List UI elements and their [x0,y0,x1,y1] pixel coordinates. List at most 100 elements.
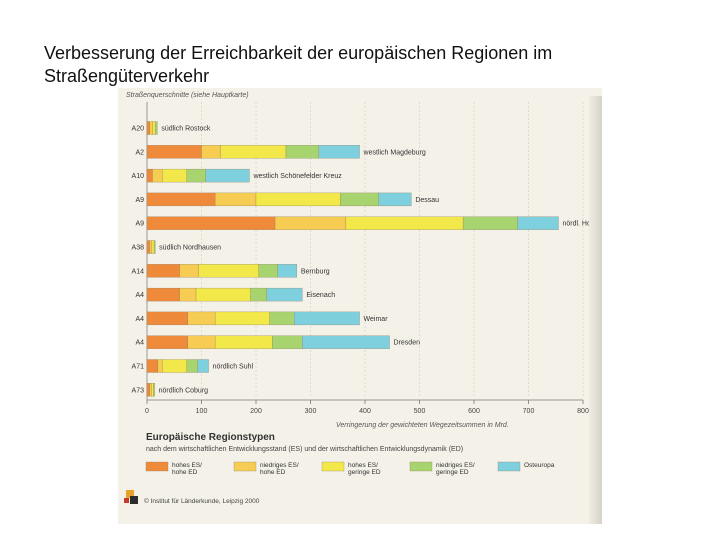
legend-swatch-4 [497,461,521,472]
x-tick-label-200: 200 [250,408,262,415]
x-tick-label-800: 800 [577,408,589,415]
bar-segment-7-2 [195,287,251,302]
bar-segment-2-2 [162,168,187,183]
legend-swatch-2 [321,461,345,472]
bar-segment-3-2 [255,192,341,207]
bar-segment-4-0 [146,216,276,230]
bar-segment-7-0 [146,287,180,302]
category-label-7: A4 [135,292,144,299]
legend: Europäische Regionstypen nach dem wirtsc… [145,432,555,476]
bar-segment-6-1 [179,264,199,278]
bar-end-label-1: westlich Magdeburg [363,149,426,156]
bar-segment-11-1 [149,383,152,397]
bar-end-label-5: südlich Nordhausen [159,245,221,252]
slide-title: Verbesserung der Erreichbarkeit der euro… [44,43,553,86]
bar-segment-9-3 [272,335,303,349]
bar-end-label-9: Dresden [394,340,421,347]
bar-segment-6-2 [198,264,259,278]
bar-segment-11-3 [153,383,155,397]
legend-label-4: Osteuropa [524,462,555,469]
x-tick-label-700: 700 [523,408,535,415]
bar-segment-0-1 [149,121,153,135]
category-label-4: A9 [135,221,144,228]
bar-end-labels: südlich Rostock westlich Magdeburg westlic… [159,126,593,395]
scanned-figure: Straßenquerschnitte (siehe Hauptkarte) A… [118,88,602,524]
bar-segment-4-1 [274,216,347,230]
stacked-bar-chart: Straßenquerschnitte (siehe Hauptkarte) A… [124,92,593,505]
bar-segment-0-0 [146,121,150,135]
bar-segment-6-3 [258,264,278,278]
bar-segment-10-4 [197,359,209,373]
bar-segment-9-2 [214,335,273,349]
x-tick-label-100: 100 [196,408,208,415]
bar-segment-1-0 [146,145,202,159]
x-axis-label: Verringerung der gewichteten Wegezeitsum… [336,422,509,429]
category-label-0: A20 [132,126,145,133]
x-tick-label-500: 500 [414,408,426,415]
bar-end-label-7: Eisenach [306,292,335,299]
bar-segment-8-0 [146,311,189,326]
logo-square-dark [130,496,138,504]
bar-segment-2-0 [146,168,153,183]
legend-items: hohes ES/hohe ED niedriges ES/hohe ED hohe… [145,461,555,476]
copyright-credit: © Institut für Länderkunde, Leipzig 2000 [144,497,260,505]
bar-segment-0-2 [152,121,156,135]
bar-end-label-0: südlich Rostock [161,126,211,133]
legend-subtitle: nach dem wirtschaftlichen Entwicklungsst… [146,446,463,453]
category-label-9: A4 [135,340,144,347]
bar-end-label-3: Dessau [415,197,439,204]
bar-end-label-11: nördlich Coburg [159,387,209,394]
bar-segment-1-3 [285,145,319,159]
x-tick-label-300: 300 [305,408,317,415]
bar-segment-10-2 [162,359,187,373]
bars [146,102,559,400]
bar-segment-1-4 [318,145,360,159]
bar-segment-7-4 [266,287,303,302]
category-label-10: A71 [132,364,145,371]
logo-square-orange [126,490,134,498]
x-axis: 0 100 200 300 400 500 600 700 800 [145,399,589,415]
category-label-6: A14 [132,268,145,275]
category-label-2: A10 [132,173,145,180]
bar-segment-7-3 [250,287,268,302]
bar-segment-8-4 [293,311,360,326]
category-label-3: A9 [135,197,144,204]
x-tick-label-600: 600 [468,408,480,415]
bar-segment-10-0 [146,359,159,373]
institute-logo [124,490,138,504]
chart-title: Straßenquerschnitte (siehe Hauptkarte) [126,92,249,99]
legend-title: Europäische Regionstypen [146,432,275,443]
bar-segment-9-0 [146,335,189,349]
legend-swatch-3 [409,461,433,472]
category-label-8: A4 [135,316,144,323]
bar-segment-8-3 [269,311,295,326]
category-label-5: A38 [132,245,145,252]
bar-end-label-4: nördl. Hof [562,221,592,228]
bar-segment-3-3 [340,192,379,207]
category-labels: A20 A2 A10 A9 A9 A38 A14 A4 A4 A4 A71 A73 [132,126,145,395]
bar-end-label-10: nördlich Suhl [213,364,254,371]
bar-segment-10-1 [157,359,163,373]
bar-end-label-8: Weimar [364,316,389,323]
bar-segment-4-3 [462,216,518,230]
bar-segment-3-0 [146,192,216,207]
bar-segment-1-2 [220,145,287,159]
bar-segment-8-1 [187,311,216,326]
bar-segment-2-3 [186,168,207,183]
bar-end-label-6: Bernburg [301,268,330,275]
scan-page-edge [589,96,602,524]
category-label-1: A2 [135,149,144,156]
bar-segment-11-0 [146,383,150,397]
legend-label-0: hohes ES/hohe ED [172,462,202,476]
x-tick-label-0: 0 [145,408,149,415]
bar-segment-6-0 [146,264,180,278]
bar-segment-4-2 [345,216,464,230]
legend-label-3: niedriges ES/geringe ED [436,462,475,476]
bar-segment-7-1 [179,287,197,302]
bar-segment-6-4 [277,264,298,278]
logo-square-red [124,498,129,503]
bar-segment-4-4 [517,216,559,230]
bar-segment-8-2 [214,311,270,326]
bar-segment-5-3 [153,240,156,254]
bar-segment-2-1 [152,168,163,183]
